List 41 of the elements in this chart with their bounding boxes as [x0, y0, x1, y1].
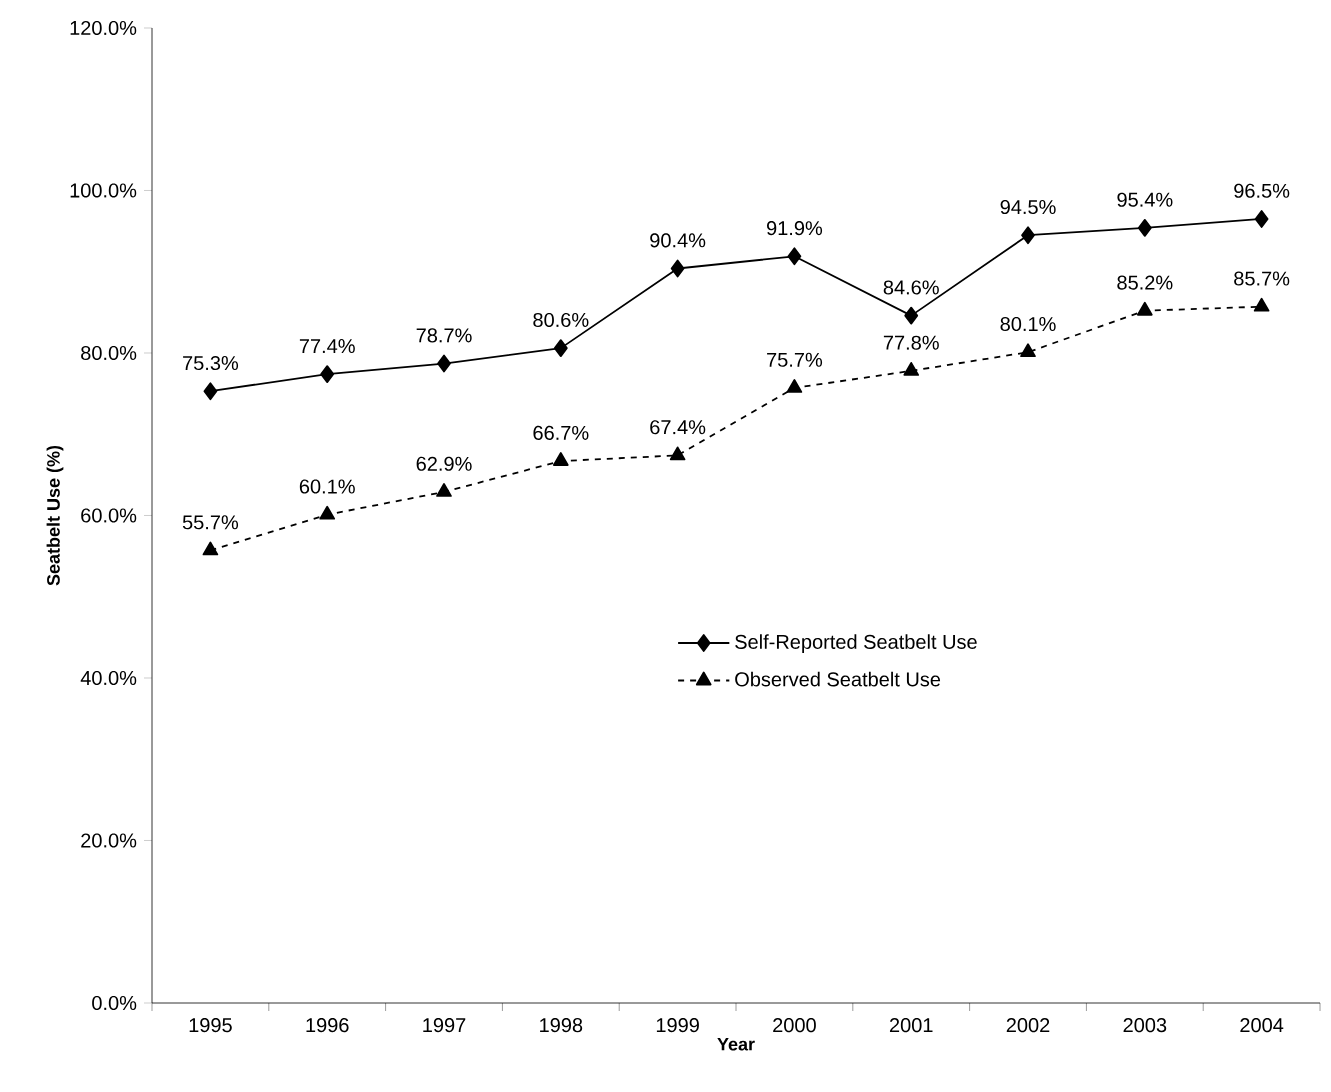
- x-tick-label: 2003: [1123, 1018, 1167, 1033]
- data-label: 55.7%: [182, 515, 239, 530]
- data-label: 95.4%: [1117, 192, 1173, 207]
- data-label: 90.4%: [650, 233, 706, 248]
- data-label: 62.9%: [416, 456, 472, 471]
- data-label: 80.1%: [1000, 316, 1056, 332]
- data-label: 75.7%: [767, 352, 823, 367]
- y-tick-label: 80.0%: [81, 345, 137, 361]
- data-label: 60.1%: [299, 479, 355, 494]
- x-tick-label: 1996: [306, 1018, 349, 1033]
- y-axis-title: Seatbelt Use (%): [46, 445, 64, 586]
- data-label: 96.5%: [1234, 183, 1290, 198]
- y-tick-label: 60.0%: [81, 508, 137, 523]
- data-label: 85.2%: [1117, 275, 1173, 290]
- data-label: 94.5%: [1000, 199, 1056, 215]
- data-label: 84.6%: [883, 280, 939, 295]
- y-tick-label: 120.0%: [70, 20, 137, 36]
- data-label: 77.8%: [883, 335, 939, 350]
- x-tick-label: 2004: [1240, 1018, 1284, 1033]
- y-tick-label: 0.0%: [92, 995, 137, 1011]
- x-tick-label: 1998: [540, 1018, 583, 1033]
- legend-label: Self-Reported Seatbelt Use: [735, 634, 977, 653]
- x-tick-label: 1999: [656, 1018, 699, 1033]
- x-tick-label: 1995: [189, 1018, 232, 1033]
- y-tick-label: 20.0%: [81, 833, 137, 848]
- data-label: 80.6%: [533, 312, 589, 328]
- x-tick-label: 2000: [773, 1018, 816, 1033]
- data-label: 77.4%: [299, 339, 355, 354]
- data-label: 75.3%: [183, 355, 239, 371]
- data-label: 67.4%: [650, 420, 706, 435]
- x-tick-label: 1997: [423, 1018, 466, 1033]
- x-axis-title: Year: [717, 1037, 755, 1051]
- data-label: 85.7%: [1234, 271, 1290, 286]
- data-label: 91.9%: [767, 221, 823, 236]
- y-tick-label: 40.0%: [80, 670, 137, 686]
- data-label: 78.7%: [416, 328, 472, 343]
- legend-label: Observed Seatbelt Use: [735, 671, 941, 687]
- y-tick-label: 100.0%: [70, 183, 137, 198]
- data-label: 66.7%: [533, 425, 589, 440]
- x-tick-label: 2002: [1006, 1018, 1050, 1033]
- x-tick-label: 2001: [889, 1018, 933, 1033]
